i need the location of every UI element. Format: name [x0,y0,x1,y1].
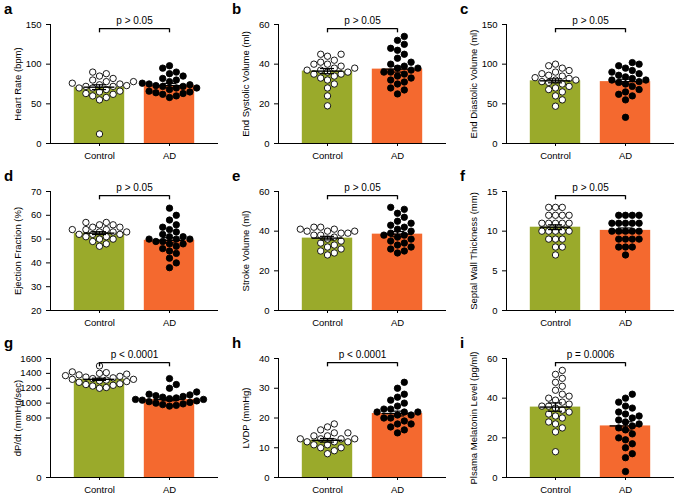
svg-text:dP/dt (mmHg/sec): dP/dt (mmHg/sec) [12,380,23,457]
svg-text:Ejection Fraction (%): Ejection Fraction (%) [12,207,23,295]
svg-text:100: 100 [482,58,498,69]
svg-text:AD: AD [163,150,176,161]
svg-text:p > 0.05: p > 0.05 [572,15,609,26]
svg-text:p < 0.0001: p < 0.0001 [339,349,387,360]
svg-text:p > 0.05: p > 0.05 [116,182,153,193]
svg-text:60: 60 [259,19,270,30]
svg-text:0: 0 [36,472,41,483]
html-text:g: g [4,334,14,351]
svg-text:p > 0.05: p > 0.05 [344,15,381,26]
svg-text:30: 30 [31,281,42,292]
svg-text:50: 50 [487,98,498,109]
svg-text:40: 40 [259,225,270,236]
svg-text:End Systolic Volume (ml): End Systolic Volume (ml) [240,31,251,137]
svg-text:p > 0.05: p > 0.05 [116,15,153,26]
svg-text:10: 10 [259,442,270,453]
svg-text:AD: AD [391,484,404,495]
html-text:d: d [4,167,14,184]
html-text:e: e [232,167,241,184]
html-text:f: f [460,167,465,184]
svg-text:Control: Control [84,150,115,161]
svg-text:0: 0 [36,138,41,149]
svg-text:0: 0 [492,305,497,316]
svg-text:0: 0 [264,138,269,149]
svg-text:50: 50 [31,98,42,109]
svg-text:0: 0 [492,138,497,149]
svg-text:Stroke Volume (ml): Stroke Volume (ml) [240,211,251,292]
svg-text:20: 20 [259,412,270,423]
svg-text:100: 100 [26,58,42,69]
svg-text:AD: AD [391,150,404,161]
svg-text:1600: 1600 [20,353,41,364]
svg-text:30: 30 [259,382,270,393]
svg-text:150: 150 [26,19,42,30]
html-text:h: h [232,334,242,351]
svg-text:20: 20 [31,305,42,316]
svg-text:AD: AD [163,484,176,495]
svg-text:Septal Wall Thickness (mm): Septal Wall Thickness (mm) [468,192,479,310]
svg-text:20: 20 [487,432,498,443]
svg-text:10: 10 [487,225,498,236]
html-text:c: c [460,0,469,17]
svg-text:Control: Control [84,484,115,495]
svg-text:AD: AD [163,317,176,328]
svg-text:40: 40 [487,392,498,403]
svg-text:AD: AD [619,150,632,161]
svg-text:5: 5 [492,265,497,276]
svg-text:20: 20 [259,98,270,109]
svg-text:Control: Control [540,484,571,495]
svg-text:40: 40 [259,353,270,364]
svg-text:50: 50 [31,233,42,244]
svg-text:60: 60 [31,209,42,220]
svg-text:150: 150 [482,19,498,30]
svg-text:Control: Control [84,317,115,328]
svg-text:20: 20 [259,265,270,276]
svg-text:1200: 1200 [20,382,41,393]
svg-text:60: 60 [259,186,270,197]
svg-text:70: 70 [31,186,42,197]
svg-text:p = 0.0006: p = 0.0006 [567,349,615,360]
html-text:b: b [232,0,242,17]
svg-text:Plsama Melatonin Level (pg/ml): Plsama Melatonin Level (pg/ml) [468,351,479,484]
svg-text:AD: AD [619,317,632,328]
svg-text:15: 15 [487,186,498,197]
svg-text:Heart Rate (bpm): Heart Rate (bpm) [12,47,23,120]
svg-text:1000: 1000 [20,397,41,408]
svg-text:60: 60 [487,353,498,364]
svg-text:0: 0 [492,472,497,483]
svg-text:0: 0 [264,305,269,316]
svg-text:800: 800 [26,412,42,423]
svg-text:LVDP (mmHg): LVDP (mmHg) [240,388,251,449]
svg-text:40: 40 [31,257,42,268]
svg-text:Control: Control [540,317,571,328]
html-text:i: i [460,334,465,351]
svg-text:Control: Control [312,150,343,161]
html-text:a: a [4,0,13,17]
svg-text:Control: Control [540,150,571,161]
svg-text:p > 0.05: p > 0.05 [572,182,609,193]
svg-text:p < 0.0001: p < 0.0001 [111,349,159,360]
svg-text:40: 40 [259,58,270,69]
svg-text:AD: AD [391,317,404,328]
svg-text:Control: Control [312,484,343,495]
svg-text:p > 0.05: p > 0.05 [344,182,381,193]
svg-text:0: 0 [264,472,269,483]
svg-text:AD: AD [619,484,632,495]
svg-text:End Diastolic Volume (ml): End Diastolic Volume (ml) [468,30,479,139]
svg-text:Control: Control [312,317,343,328]
svg-text:1400: 1400 [20,367,41,378]
